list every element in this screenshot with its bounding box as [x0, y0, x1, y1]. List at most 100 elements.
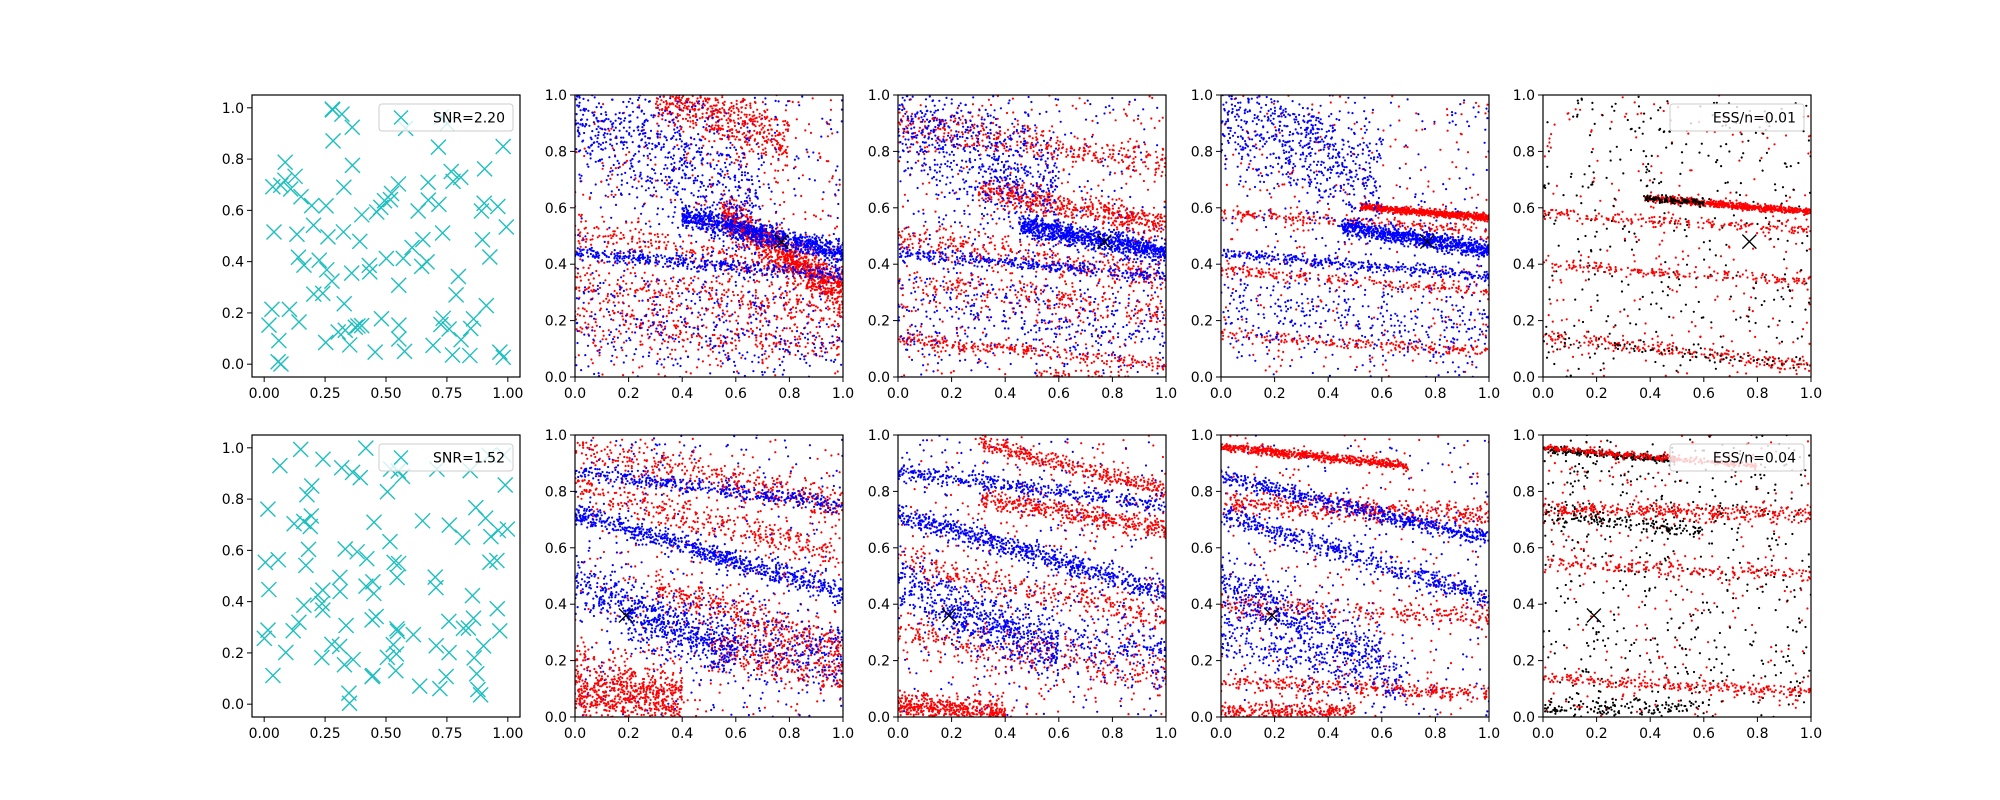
point-red	[788, 298, 791, 301]
point-blue	[597, 125, 600, 128]
point-blue	[640, 250, 643, 253]
point-red	[683, 324, 686, 327]
point-red	[717, 160, 720, 163]
point-blue	[594, 256, 597, 259]
point-blue	[675, 138, 678, 141]
point-blue	[730, 206, 733, 209]
point-red	[760, 118, 763, 121]
point-red	[774, 374, 777, 377]
sample-marker	[441, 320, 458, 337]
point-red	[821, 263, 824, 266]
point-red	[827, 325, 830, 329]
point-blue	[820, 236, 824, 239]
point-red	[717, 101, 720, 104]
point-blue	[604, 111, 607, 114]
point-red	[731, 349, 734, 352]
sample-marker	[353, 206, 370, 223]
point-blue	[700, 346, 704, 349]
point-blue	[737, 221, 740, 225]
point-blue	[767, 243, 770, 246]
point-red	[677, 319, 680, 322]
point-blue	[753, 252, 757, 256]
point-red	[774, 169, 777, 172]
point-red	[587, 278, 590, 281]
point-red	[835, 301, 839, 304]
point-blue	[696, 214, 700, 218]
point-red	[705, 290, 708, 293]
point-blue	[602, 133, 605, 137]
point-blue	[681, 201, 684, 204]
point-blue	[735, 208, 738, 211]
point-red	[709, 105, 712, 108]
point-red	[681, 345, 685, 348]
point-blue	[794, 194, 797, 197]
point-red	[798, 345, 801, 348]
point-red	[824, 262, 827, 265]
point-blue	[758, 227, 761, 230]
point-red	[749, 303, 753, 306]
point-red	[708, 363, 712, 366]
point-red	[640, 249, 643, 252]
point-red	[795, 294, 799, 297]
point-blue	[767, 183, 770, 186]
point-blue	[673, 166, 676, 169]
point-blue	[695, 267, 699, 270]
point-red	[638, 325, 641, 328]
point-red	[615, 356, 618, 359]
point-blue	[586, 152, 589, 155]
point-red	[829, 215, 832, 218]
sample-marker	[367, 344, 384, 361]
point-red	[732, 199, 736, 202]
point-blue	[672, 154, 676, 157]
point-red	[796, 267, 799, 270]
point-red	[825, 262, 828, 265]
point-blue	[727, 268, 730, 271]
point-red	[832, 291, 836, 294]
point-red	[781, 329, 784, 332]
point-red	[825, 283, 828, 286]
point-blue	[719, 260, 723, 263]
point-red	[689, 307, 692, 310]
point-blue	[589, 157, 592, 160]
point-red	[779, 133, 782, 136]
point-blue	[721, 183, 725, 186]
point-blue	[631, 185, 634, 188]
point-red	[692, 126, 695, 129]
point-red	[599, 307, 603, 310]
point-blue	[819, 249, 822, 252]
point-blue	[700, 151, 703, 154]
point-red	[593, 122, 596, 126]
point-blue	[708, 178, 711, 182]
point-red	[746, 122, 749, 125]
point-blue	[680, 176, 684, 179]
point-red	[685, 370, 688, 373]
point-red	[591, 234, 594, 237]
point-red	[797, 101, 800, 104]
point-blue	[765, 233, 768, 236]
sample-marker	[317, 334, 334, 351]
point-red	[591, 238, 594, 241]
sample-marker	[272, 177, 289, 194]
point-blue	[743, 152, 746, 156]
point-red	[783, 350, 787, 353]
sample-marker	[396, 343, 413, 360]
point-blue	[664, 164, 667, 167]
point-red	[814, 338, 817, 341]
point-red	[804, 345, 807, 348]
point-red	[749, 301, 752, 304]
point-blue	[625, 330, 628, 333]
point-red	[762, 238, 765, 241]
point-red	[712, 158, 715, 161]
point-blue	[756, 238, 759, 241]
y-tick-label: 1.0	[222, 101, 244, 117]
point-blue	[610, 341, 613, 344]
sample-marker	[330, 324, 347, 341]
point-red	[711, 128, 714, 131]
point-blue	[726, 130, 729, 133]
sample-marker	[378, 250, 395, 267]
point-red	[674, 245, 677, 248]
point-blue	[760, 237, 763, 240]
point-red	[737, 117, 740, 120]
point-red	[743, 136, 746, 139]
